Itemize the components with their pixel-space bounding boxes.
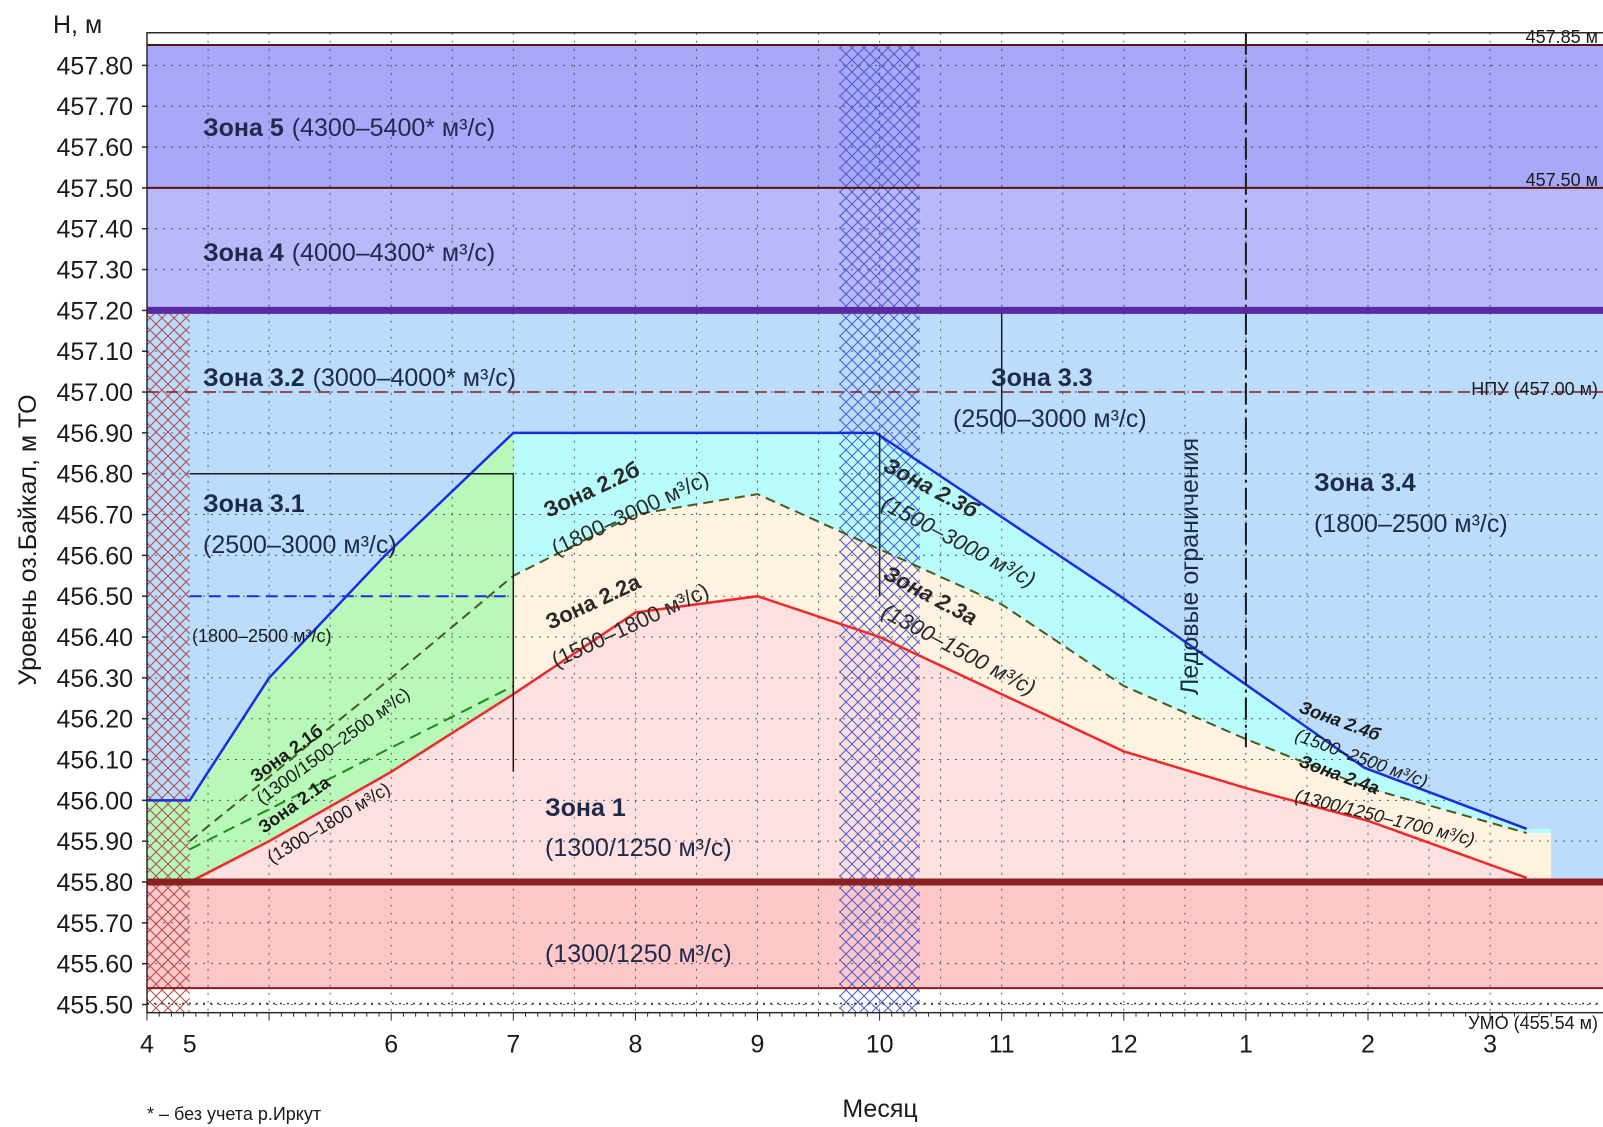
y-tick-label-7: 456.20 (57, 706, 133, 734)
y-tick-label-14: 456.90 (57, 420, 133, 448)
y-tick-label-13: 456.80 (57, 461, 133, 489)
upper-boundary-line (147, 431, 1528, 831)
y-tick-label-10: 456.50 (57, 583, 133, 611)
y-tick-label-3: 455.80 (57, 869, 133, 897)
zone-3-2-flow: (3000–4000* м³/с) (313, 364, 516, 392)
y-tick-label-17: 457.20 (57, 297, 133, 325)
zone-1-name: Зона 1 (545, 794, 626, 822)
y-tick-label-23: 457.80 (57, 52, 133, 80)
zone-5-label: Зона 5 (4300–5400* м³/с) (203, 114, 495, 142)
zone-3-1-lower-flow: (1800–2500 м³/с) (192, 626, 331, 646)
y-tick-label-21: 457.60 (57, 134, 133, 162)
ref-457-85-label: 457.85 м (1526, 27, 1598, 47)
boundary-lines (147, 32, 1603, 1005)
ref-npu-label: НПУ (457.00 м) (1471, 379, 1598, 399)
zone-3-1-boundary (189, 472, 515, 772)
zone-3-4-flow: (1800–2500 м³/с) (1314, 510, 1508, 538)
zone-3-1-flow: (2500–3000 м³/с) (203, 531, 397, 559)
y-tick-label-11: 456.60 (57, 542, 133, 570)
y-tick-label-15: 457.00 (57, 379, 133, 407)
lower-boundary-line (147, 594, 1528, 884)
y-tick-label-9: 456.40 (57, 624, 133, 652)
y-tick-label-5: 456.00 (57, 787, 133, 815)
zone-1-flow: (1300/1250 м³/с) (545, 834, 732, 862)
y-tick-label-0: 455.50 (57, 992, 133, 1020)
zone-4-name: Зона 4 (203, 239, 284, 267)
hatch-band-april (147, 310, 190, 1013)
y-tick-label-8: 456.30 (57, 665, 133, 693)
x-tick-label-5: 9 (751, 1031, 765, 1059)
y-tick-label-6: 456.10 (57, 747, 133, 775)
zone-2b-fill (189, 432, 1552, 842)
axes: 455.50 455.60 455.70 455.80 455.90 456.00 456.… (57, 32, 1603, 1059)
y-axis-label: Уровень оз.Байкал, м ТО (14, 394, 42, 685)
zone-4-flow: (4000–4300* м³/с) (292, 239, 495, 267)
y-tick-label-20: 457.50 (57, 175, 133, 203)
x-tick-label-6: 10 (866, 1031, 894, 1059)
x-tick-label-11: 3 (1483, 1031, 1497, 1059)
y-tick-label-19: 457.40 (57, 216, 133, 244)
x-tick-label-1: 5 (183, 1031, 197, 1059)
zone-4-label: Зона 4 (4000–4300* м³/с) (203, 239, 495, 267)
x-tick-label-0: 4 (140, 1031, 154, 1059)
ref-457-50-label: 457.50 м (1526, 170, 1598, 190)
zone-2-1-divider-line (189, 685, 514, 851)
zone-5-name: Зона 5 (203, 114, 284, 142)
x-tick-label-9: 1 (1239, 1031, 1253, 1059)
zone-3-2-label: Зона 3.2 (3000–4000* м³/с) (203, 364, 516, 392)
y-tick-label-2: 455.70 (57, 910, 133, 938)
zone-5-flow: (4300–5400* м³/с) (292, 114, 495, 142)
y-tick-label-4: 455.90 (57, 828, 133, 856)
plot-frame (146, 32, 1603, 1014)
y-tick-label-1: 455.60 (57, 951, 133, 979)
zone-3-3-flow: (2500–3000 м³/с) (953, 405, 1147, 433)
zone-2a-fill (189, 494, 1552, 882)
x-axis-label: Месяц (842, 1095, 917, 1123)
x-tick-label-3: 7 (506, 1031, 520, 1059)
zone-3-1-name: Зона 3.1 (203, 490, 305, 518)
ref-umo-label: УМО (455.54 м) (1468, 1013, 1598, 1033)
y-tick-label-16: 457.10 (57, 338, 133, 366)
x-tick-label-10: 2 (1361, 1031, 1375, 1059)
y-tick-label-22: 457.70 (57, 93, 133, 121)
y-tick-label-18: 457.30 (57, 257, 133, 285)
x-tick-label-2: 6 (384, 1031, 398, 1059)
y-units-label: H, м (53, 11, 102, 39)
x-tick-label-8: 12 (1110, 1031, 1138, 1059)
zone-3-3-name: Зона 3.3 (991, 364, 1093, 392)
zone-3-2-name: Зона 3.2 (203, 364, 305, 392)
zone-bottom-flow: (1300/1250 м³/с) (545, 940, 732, 968)
ice-restrictions-label: Ледовые ограничения (1176, 438, 1204, 695)
x-tick-label-7: 11 (989, 1031, 1015, 1059)
y-tick-label-12: 456.70 (57, 502, 133, 530)
middle-boundary-line (189, 493, 1527, 842)
x-tick-label-4: 8 (628, 1031, 642, 1059)
footnote: * – без учета р.Иркут (147, 1104, 321, 1124)
zone-3-4-name: Зона 3.4 (1314, 469, 1416, 497)
